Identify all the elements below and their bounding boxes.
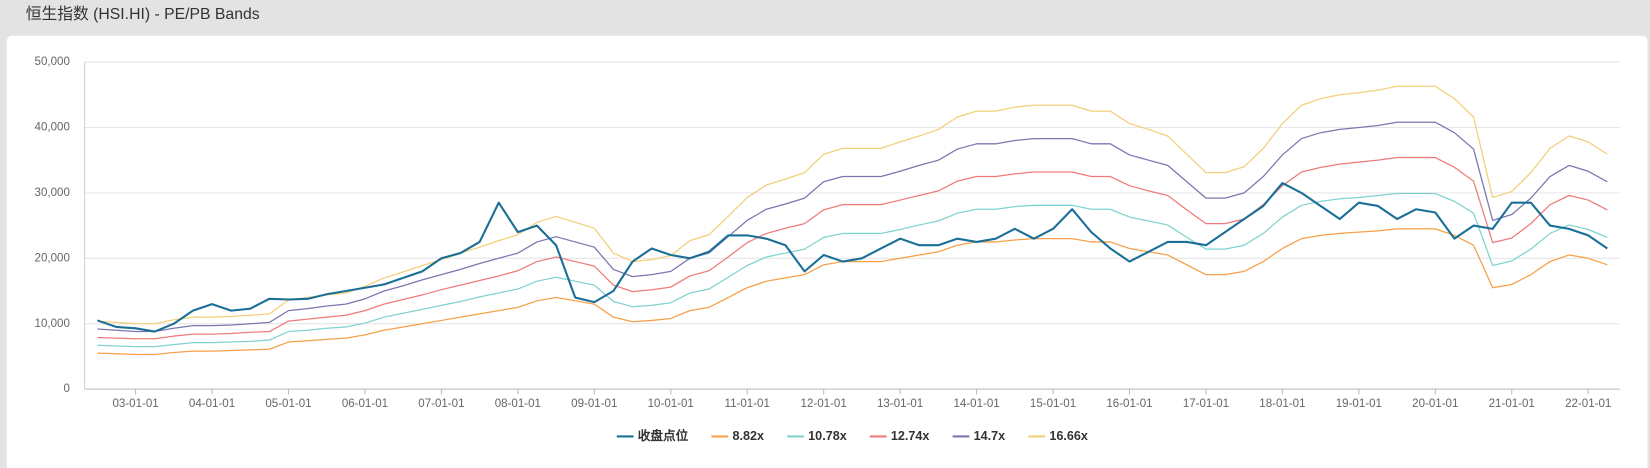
legend-item[interactable]: 16.66x: [1028, 429, 1088, 443]
legend-label: 12.74x: [891, 429, 930, 443]
series-line: [97, 121, 1608, 333]
y-tick-label: 10,000: [35, 318, 70, 330]
legend-label: 10.78x: [808, 429, 847, 443]
x-tick-label: 13-01-01: [877, 398, 923, 410]
x-tick-label: 15-01-01: [1030, 398, 1076, 410]
x-tick-label: 05-01-01: [265, 398, 311, 410]
legend-item[interactable]: 收盘点位: [616, 428, 689, 443]
legend-item[interactable]: 12.74x: [869, 429, 930, 443]
y-tick-label: 20,000: [35, 252, 70, 264]
legend-label: 8.82x: [732, 429, 764, 443]
x-tick-label: 09-01-01: [571, 398, 617, 410]
legend-label: 收盘点位: [638, 428, 689, 443]
x-tick-label: 06-01-01: [342, 398, 388, 410]
series-line: [97, 85, 1608, 325]
x-tick-label: 21-01-01: [1489, 398, 1535, 410]
chart-card: [6, 35, 1648, 468]
x-tick-label: 10-01-01: [648, 398, 694, 410]
axes: 0 10,000 20,000 30,000 40,000 50,000 03-01-01 0…: [35, 56, 1621, 410]
x-tick-label: 07-01-01: [418, 398, 464, 410]
legend-item[interactable]: 8.82x: [711, 429, 764, 443]
y-tick-label: 40,000: [35, 122, 70, 134]
x-tick-label: 22-01-01: [1565, 398, 1611, 410]
x-tick-label: 04-01-01: [189, 398, 235, 410]
series-line: [97, 182, 1608, 333]
x-tick-label: 18-01-01: [1259, 398, 1305, 410]
x-tick-label: 12-01-01: [801, 398, 847, 410]
x-tick-label: 14-01-01: [953, 398, 999, 410]
legend-item[interactable]: 10.78x: [787, 429, 847, 443]
legend: 收盘点位 8.82x 10.78x 12.74x 14.7x 16.66x: [616, 428, 1088, 443]
x-tick-label: 16-01-01: [1106, 398, 1152, 410]
x-tick-label: 11-01-01: [725, 398, 770, 410]
series-line: [97, 156, 1608, 340]
legend-label: 16.66x: [1049, 429, 1088, 443]
legend-label: 14.7x: [974, 429, 1006, 443]
chart-title: 恒生指数 (HSI.HI) - PE/PB Bands: [26, 5, 260, 23]
x-tick-label: 20-01-01: [1412, 398, 1458, 410]
series-line: [97, 228, 1608, 356]
series-line: [97, 192, 1608, 348]
x-tick-label: 08-01-01: [495, 398, 541, 410]
y-tick-label: 50,000: [35, 56, 70, 68]
legend-item[interactable]: 14.7x: [952, 429, 1006, 443]
x-tick-label: 19-01-01: [1336, 398, 1382, 410]
y-tick-label: 30,000: [35, 187, 70, 199]
x-tick-label: 17-01-01: [1183, 398, 1229, 410]
plot: [97, 85, 1608, 356]
y-tick-label: 0: [63, 383, 69, 395]
x-tick-label: 03-01-01: [112, 398, 158, 410]
